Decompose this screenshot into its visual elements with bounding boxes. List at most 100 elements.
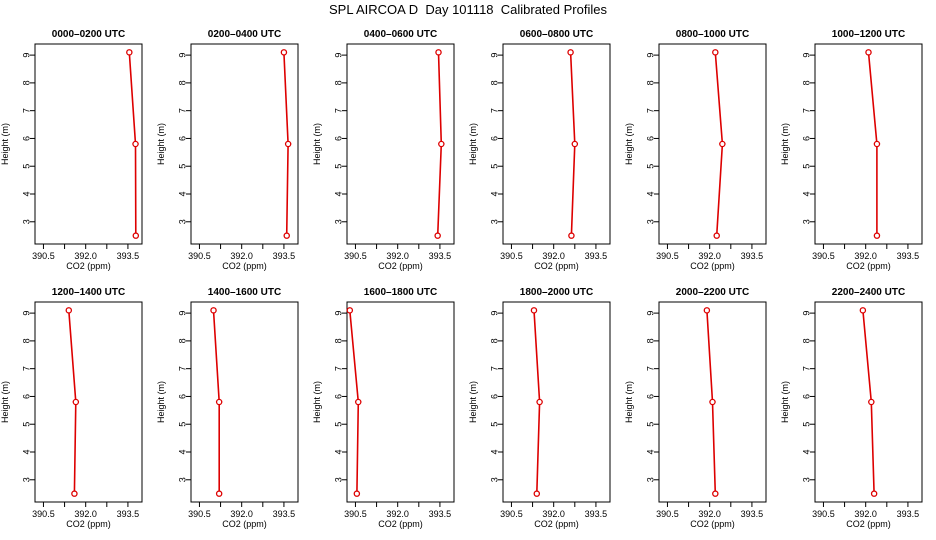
y-axis-label: Height (m) [156,381,166,423]
y-tick-label: 7 [21,108,31,113]
data-point [530,307,538,314]
data-point [283,232,290,239]
panel-1: 0000–0200 UTC 390.5 392.0 393.5 CO2 (ppm) 3 4 5… [0,29,143,271]
y-tick-label: 9 [21,311,31,316]
y-tick-label: 6 [177,136,187,141]
plot-frame [502,43,611,245]
y-tick-label: 7 [333,366,343,371]
y-tick-label: 9 [489,311,499,316]
panel-7: 1200–1400 UTC 390.5 392.0 393.5 CO2 (ppm) 3 4 5… [0,287,143,529]
y-tick-label: 9 [801,53,811,58]
x-axis-label: CO2 (ppm) [378,519,423,529]
y-tick-label: 5 [489,164,499,169]
data-point [132,232,140,239]
x-axis-label: CO2 (ppm) [534,261,579,271]
y-tick-label: 3 [177,219,187,224]
y-tick-label: 6 [801,136,811,141]
data-point [280,49,288,56]
y-tick-label: 9 [489,53,499,58]
y-tick-label: 8 [489,338,499,343]
x-tick-label: 392.0 [230,251,253,261]
y-tick-label: 6 [333,394,343,399]
y-tick-label: 3 [489,219,499,224]
data-point [712,490,719,497]
panel-title: 0000–0200 UTC [52,29,125,40]
y-tick-label: 8 [489,80,499,85]
y-tick-label: 7 [801,366,811,371]
data-point [132,140,139,148]
x-tick-label: 392.0 [854,509,877,519]
data-point [568,232,575,239]
panel-3: 0400–0600 UTC 390.5 392.0 393.5 CO2 (ppm) 3 4 5… [312,29,455,271]
panel-11: 2000–2200 UTC 390.5 392.0 393.5 CO2 (ppm) 3 4 5… [624,287,767,529]
panel-2: 0200–0400 UTC 390.5 392.0 393.5 CO2 (ppm) 3 4 5… [156,29,299,271]
x-tick-label: 392.0 [230,509,253,519]
y-tick-label: 6 [645,394,655,399]
plot-frame [346,301,455,503]
x-tick-label: 393.5 [117,251,140,261]
y-tick-label: 8 [801,80,811,85]
y-axis-label: Height (m) [156,123,166,165]
x-tick-label: 390.5 [812,509,835,519]
y-tick-label: 4 [645,449,655,454]
data-point [533,490,541,497]
x-tick-label: 390.5 [344,509,367,519]
y-tick-label: 4 [177,191,187,196]
data-point [71,490,78,497]
y-axis-label: Height (m) [624,123,634,165]
x-axis-label: CO2 (ppm) [690,261,735,271]
y-tick-label: 5 [801,164,811,169]
panel-4: 0600–0800 UTC 390.5 392.0 393.5 CO2 (ppm) 3 4 5… [468,29,611,271]
x-tick-label: 390.5 [188,509,211,519]
y-tick-label: 9 [333,311,343,316]
y-axis-label: Height (m) [0,123,10,165]
x-tick-label: 393.5 [273,509,296,519]
x-axis-label: CO2 (ppm) [690,519,735,529]
x-tick-label: 392.0 [542,509,565,519]
y-tick-label: 8 [177,80,187,85]
x-axis-label: CO2 (ppm) [66,519,111,529]
y-tick-label: 3 [489,477,499,482]
panel-title: 2000–2200 UTC [676,287,749,298]
data-point [873,232,881,239]
y-tick-label: 5 [21,422,31,427]
y-tick-label: 8 [21,338,31,343]
y-tick-label: 4 [801,191,811,196]
panel-6: 1000–1200 UTC 390.5 392.0 393.5 CO2 (ppm) 3 4 5… [780,29,923,271]
x-axis-label: CO2 (ppm) [66,261,111,271]
panel-title: 0400–0600 UTC [364,29,437,40]
y-tick-label: 7 [21,366,31,371]
x-tick-label: 390.5 [32,509,55,519]
y-tick-label: 6 [489,394,499,399]
data-point [438,140,445,148]
x-tick-label: 390.5 [812,251,835,261]
x-tick-label: 393.5 [429,509,452,519]
y-tick-label: 9 [801,311,811,316]
y-axis-label: Height (m) [468,123,478,165]
x-tick-label: 392.0 [854,251,877,261]
y-tick-label: 3 [801,219,811,224]
y-tick-label: 4 [489,449,499,454]
x-tick-label: 392.0 [386,509,409,519]
x-tick-label: 393.5 [117,509,140,519]
y-axis-label: Height (m) [312,123,322,165]
panel-10: 1800–2000 UTC 390.5 392.0 393.5 CO2 (ppm) 3 4 5… [468,287,611,529]
plot-frame [190,43,299,245]
data-point [873,140,881,148]
x-axis-label: CO2 (ppm) [222,519,267,529]
x-tick-label: 392.0 [386,251,409,261]
y-tick-label: 6 [645,136,655,141]
x-tick-label: 390.5 [500,251,523,261]
plot-frame [190,301,299,503]
y-axis-label: Height (m) [624,381,634,423]
y-tick-label: 5 [333,422,343,427]
data-point [215,490,223,497]
x-tick-label: 393.5 [585,251,608,261]
x-tick-label: 393.5 [585,509,608,519]
plot-frame [814,301,923,503]
y-tick-label: 6 [177,394,187,399]
y-tick-label: 5 [177,422,187,427]
panel-8: 1400–1600 UTC 390.5 392.0 393.5 CO2 (ppm) 3 4 5… [156,287,299,529]
panel-title: 1200–1400 UTC [52,287,125,298]
